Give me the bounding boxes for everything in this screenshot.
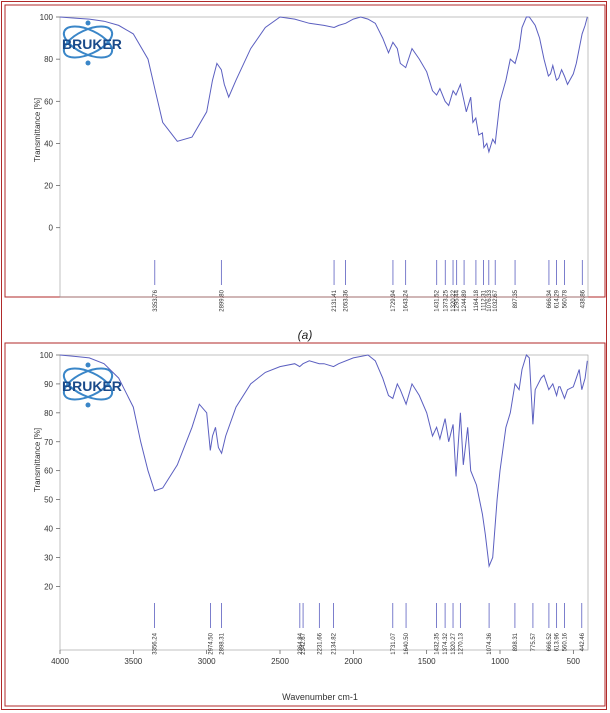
peak-label: 1164.18	[474, 289, 480, 311]
peak-label: 438.86	[580, 289, 586, 308]
y-tick-label: 90	[44, 380, 53, 389]
peak-list-a: 3353.76 2899.80 2131.41 2053.36 1729.94 1643.…	[153, 260, 586, 312]
x-axis-label: Wavenumber cm-1	[282, 692, 358, 702]
y-tick-label: 0	[49, 224, 54, 233]
peak-label: 2231.66	[317, 632, 323, 654]
y-tick-label: 80	[44, 55, 53, 64]
y-tick-label: 60	[44, 467, 53, 476]
peak-label: 2364.84	[298, 632, 304, 654]
y-tick-label: 40	[44, 139, 53, 148]
peak-label: 1640.50	[404, 632, 410, 654]
y-tick-label: 70	[44, 438, 53, 447]
peak-label: 666.52	[547, 632, 553, 651]
spectrum-line-b	[59, 354, 588, 569]
panel-a-plot-area	[59, 16, 589, 298]
x-tick-label: 3500	[124, 657, 142, 666]
y-ticks-b: 20 30 40 50 60 70 80 90 100	[40, 351, 60, 591]
y-tick-label: 20	[44, 582, 53, 591]
peak-label: 2898.31	[220, 632, 226, 654]
bruker-logo: BRUKER	[62, 20, 122, 66]
x-tick-label: 2500	[271, 657, 289, 666]
peak-label: 1074.36	[487, 632, 493, 654]
y-axis-label: Transmittance [%]	[33, 98, 42, 162]
peak-label: 1431.52	[435, 289, 441, 311]
peak-label: 560.78	[562, 289, 568, 308]
peak-label: 3353.76	[153, 289, 159, 311]
x-tick-label: 1500	[418, 657, 436, 666]
y-tick-label: 30	[44, 553, 53, 562]
y-tick-label: 100	[40, 13, 54, 22]
peak-label: 897.35	[513, 289, 519, 308]
peak-label: 1295.44	[455, 289, 461, 311]
x-tick-label: 2000	[344, 657, 362, 666]
peak-label: 1643.24	[404, 289, 410, 311]
y-tick-label: 50	[44, 496, 53, 505]
peak-label: 1374.32	[443, 632, 449, 654]
peak-label: 1432.35	[435, 632, 441, 654]
x-tick-label: 1000	[491, 657, 509, 666]
y-tick-label: 20	[44, 182, 53, 191]
peak-label: 898.31	[513, 632, 519, 651]
y-tick-label: 60	[44, 97, 53, 106]
spectrum-panel-a: BRUKER Transmittance [%] 0 20 40 60 80 100 33…	[4, 4, 606, 312]
peak-label: 2974.50	[208, 632, 214, 654]
y-tick-label: 40	[44, 525, 53, 534]
peak-label: 614.29	[555, 289, 561, 308]
peak-label: 666.34	[547, 289, 553, 308]
peak-label: 2899.80	[219, 289, 225, 311]
peak-label: 1032.67	[493, 289, 499, 311]
peak-label: 1729.94	[391, 289, 397, 311]
peak-label: 560.16	[563, 632, 569, 651]
y-axis-label: Transmittance [%]	[33, 428, 42, 492]
peak-label: 1112.31	[482, 289, 488, 310]
peak-label: 442.46	[580, 632, 586, 651]
peak-label: 1244.89	[462, 289, 468, 311]
bruker-logo: BRUKER	[62, 362, 122, 408]
peak-label: 2134.82	[332, 632, 338, 654]
peak-label: 1320.22	[451, 289, 457, 311]
x-tick-label: 4000	[51, 657, 69, 666]
y-tick-label: 80	[44, 409, 53, 418]
peak-label: 1076.33	[487, 289, 493, 311]
panel-b-border	[4, 342, 606, 707]
spectrum-line-a	[59, 16, 588, 154]
peak-label: 1270.13	[458, 632, 464, 654]
panel-a-caption: (a)	[297, 328, 313, 342]
spectrum-panel-b: BRUKER Transmittance [%] 20 30 40 50 60 70 80 9…	[4, 342, 606, 707]
x-tick-label: 500	[567, 657, 581, 666]
peak-label: 775.57	[531, 632, 537, 651]
peak-label: 2131.41	[332, 289, 338, 311]
y-ticks-a: 0 20 40 60 80 100	[40, 13, 60, 233]
peak-label: 1320.27	[451, 632, 457, 654]
x-ticks-b: 4000 3500 3000 2500 2000 1500 1000 500	[51, 650, 581, 666]
bruker-logo-text: BRUKER	[62, 36, 122, 52]
peak-label: 1731.07	[391, 632, 397, 654]
peak-label: 3356.24	[152, 632, 158, 654]
peak-label: 613.96	[555, 632, 561, 651]
peak-label: 1373.25	[443, 289, 449, 311]
panel-b-plot-area	[59, 354, 589, 651]
peak-label: 2053.36	[344, 289, 350, 311]
peak-label: 2342.67	[301, 632, 307, 654]
bruker-logo-text: BRUKER	[62, 378, 122, 394]
y-tick-label: 100	[40, 351, 54, 360]
x-tick-label: 3000	[198, 657, 216, 666]
